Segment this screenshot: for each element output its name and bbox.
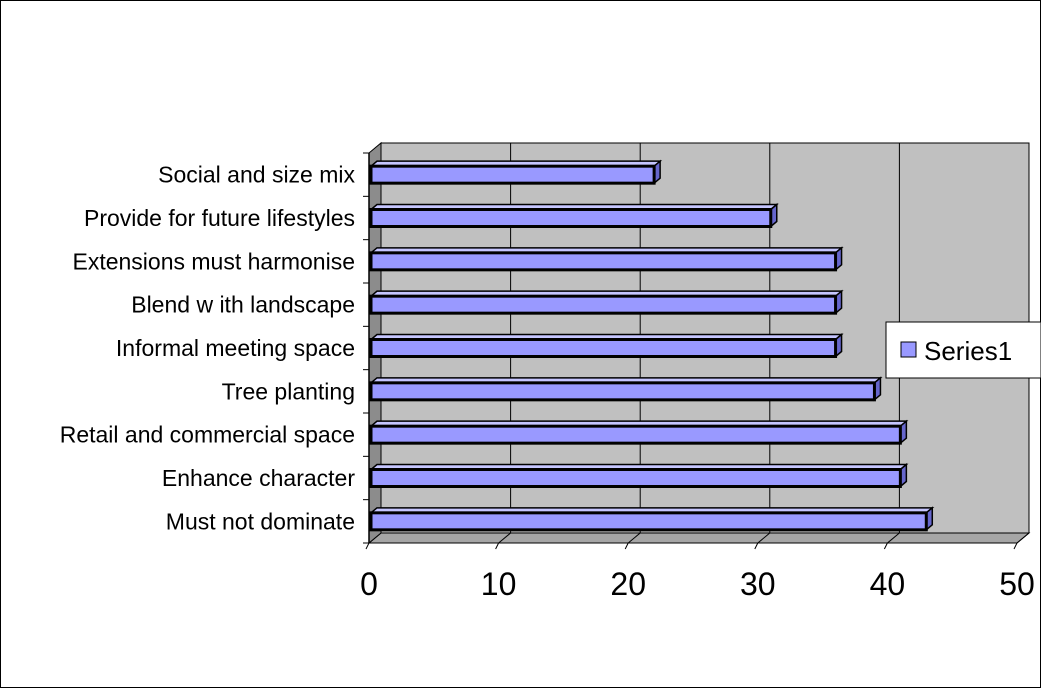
bars [368,159,935,532]
bar-front [369,468,902,488]
plot-floor [367,532,1031,544]
x-tick [883,542,888,550]
legend: Series1 [885,321,1041,379]
legend-label: Series1 [924,336,1012,366]
bar-front [369,511,928,532]
bar [368,506,935,532]
bar [368,246,844,272]
bar [368,202,779,229]
x-tick [624,542,629,550]
x-tick [1013,542,1018,550]
category-label: Informal meeting space [116,335,355,361]
x-tick-label: 0 [360,566,378,602]
gridline-floor [498,532,511,544]
bar-front [369,251,838,272]
x-tick [754,542,759,550]
x-tick-label: 10 [481,566,517,602]
category-label: Tree planting [222,378,355,404]
bar [368,159,663,185]
category-label: Enhance character [162,465,355,491]
legend-swatch [900,341,917,358]
bar [368,289,844,315]
bar [368,462,909,489]
x-tick [365,542,370,550]
bar-front [369,338,838,358]
category-label: Extensions must harmonise [72,248,355,274]
gridline-floor [627,532,641,544]
gridline-floor [757,532,771,544]
category-label: Must not dominate [166,508,355,534]
category-label: Retail and commercial space [60,422,355,448]
gridline-floor [887,532,900,544]
bar-front [369,208,773,228]
bar-front [369,381,876,402]
bar-front [369,294,838,315]
axes [363,152,1018,550]
category-label: Blend w ith landscape [131,292,355,318]
category-label: Social and size mix [158,162,355,188]
x-tick [495,542,500,550]
bar [368,332,844,359]
x-tick-label: 40 [870,566,906,602]
bar-front [369,164,656,185]
bar-front [369,424,902,445]
x-tick-label: 30 [740,566,776,602]
bar [368,419,909,445]
category-label: Provide for future lifestyles [84,205,355,231]
gridline-floor [1016,532,1030,544]
x-tick-label: 50 [999,566,1035,602]
bar [368,376,883,402]
x-tick-label: 20 [610,566,646,602]
category-labels: Social and size mix Provide for future li… [60,162,356,535]
x-tick-labels: 0 10 20 30 40 50 [360,566,1035,602]
